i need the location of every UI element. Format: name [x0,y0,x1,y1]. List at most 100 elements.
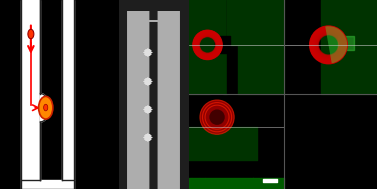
Point [198,143,204,146]
Point [201,56,207,59]
Point [185,73,192,76]
Point [359,41,365,44]
Point [187,153,193,156]
Point [229,23,235,26]
Point [196,135,202,138]
Point [216,152,222,155]
Point [222,20,228,23]
Point [220,5,226,9]
Point [229,135,235,138]
Point [193,58,199,61]
Point [197,36,203,40]
Point [242,28,248,31]
Point [250,14,256,17]
Point [336,58,342,61]
Point [242,6,248,9]
Point [210,180,216,183]
Point [243,134,249,137]
Point [197,32,203,35]
Point [273,40,279,43]
Point [319,25,325,28]
Point [185,40,192,43]
Point [267,178,273,181]
Point [187,33,193,36]
Point [372,19,377,22]
Point [250,84,256,87]
Point [193,126,199,129]
Point [198,23,204,26]
Point [206,32,212,35]
Point [220,52,226,55]
Point [223,46,229,49]
Point [214,44,220,47]
Point [210,57,216,60]
Point [209,8,215,11]
Point [193,179,199,182]
Point [263,68,269,71]
Point [228,18,234,21]
Point [250,129,256,132]
Point [349,31,355,34]
Point [232,157,238,160]
Point [277,10,283,13]
Point [331,88,337,91]
Point [363,42,369,45]
Point [207,46,213,50]
Point [221,135,227,138]
Point [351,19,357,22]
Point [242,30,248,33]
Point [216,152,222,155]
Point [241,136,247,139]
Point [199,88,205,91]
Point [370,12,376,15]
Point [360,75,366,78]
Point [344,67,350,70]
Point [204,133,210,136]
Point [221,135,227,138]
Point [190,75,196,78]
Point [350,42,356,45]
Point [192,12,198,15]
Point [346,0,352,3]
Point [276,74,282,77]
Point [255,88,261,91]
Point [192,25,198,28]
Point [257,73,264,76]
Point [209,128,215,131]
Point [350,38,356,41]
Point [218,31,224,34]
Point [264,91,270,94]
Point [336,28,342,31]
Point [360,25,366,28]
Point [370,23,376,26]
Point [255,23,261,26]
Point [354,71,360,74]
Point [219,140,225,143]
Point [190,146,196,149]
Point [210,14,216,17]
Point [253,46,259,49]
Point [251,66,257,69]
Point [222,34,228,37]
Point [266,7,272,10]
Point [210,43,216,46]
Point [365,84,371,87]
Point [190,183,196,186]
Point [276,35,282,38]
Point [230,9,236,12]
Point [363,63,369,66]
Point [204,1,210,4]
Point [339,53,345,57]
Point [337,8,343,11]
Point [359,86,365,89]
Point [340,56,346,59]
Point [277,79,283,82]
Point [337,40,343,43]
Point [239,73,245,76]
Point [209,9,215,12]
Point [355,18,361,21]
Point [210,186,216,189]
Point [242,138,248,141]
Point [353,29,359,33]
Point [221,0,227,3]
